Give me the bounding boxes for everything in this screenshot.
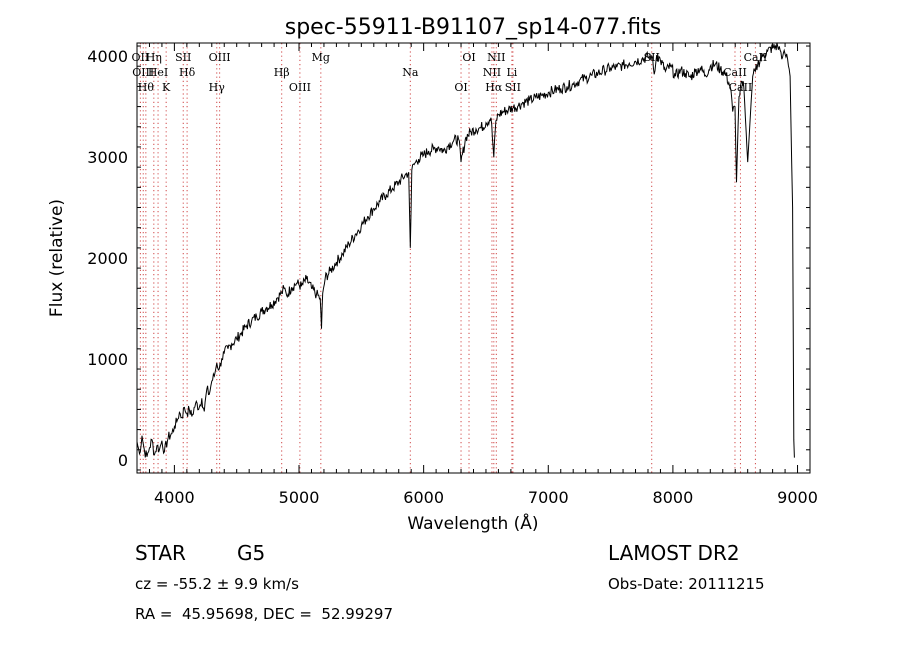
y-axis-label: Flux (relative) [47, 199, 67, 317]
x-tick-label: 8000 [653, 488, 694, 507]
spectral-line-label: Hβ [274, 66, 290, 79]
spectral-line-label: CaII [723, 66, 747, 79]
spectral-line-label: OIII [209, 51, 231, 64]
spectral-line-markers [139, 43, 756, 473]
spectral-line-label: OI [462, 51, 475, 64]
object-class: STAR [135, 541, 186, 565]
spectral-line-label: K [162, 81, 171, 94]
spectral-line-label: Mg [312, 51, 330, 64]
object-subclass: G5 [237, 541, 266, 565]
x-axis-label: Wavelength (Å) [407, 512, 538, 534]
spectral-line-label: OI [454, 81, 467, 94]
y-tick-label: 0 [118, 451, 128, 470]
chart-title: spec-55911-B91107_sp14-077.fits [285, 15, 662, 40]
sky-coordinates: RA = 45.95698, DEC = 52.99297 [135, 605, 394, 623]
spectrum-series-line [136, 42, 795, 458]
y-tick-label: 3000 [87, 148, 128, 167]
redshift-velocity: cz = -55.2 ± 9.9 km/s [135, 575, 299, 593]
x-tick-label: 7000 [528, 488, 569, 507]
spectral-line-label: HeI [148, 66, 168, 79]
spectral-line-label: Hη [146, 51, 162, 64]
y-axis-ticks: 0 1000 2000 3000 4000 [87, 45, 810, 471]
spectral-line-label: SII [175, 51, 191, 64]
spectral-line-label: Hγ [209, 81, 226, 94]
spectral-line-label: Na [402, 66, 419, 79]
spectral-line-label: SII [505, 81, 521, 94]
y-tick-label: 2000 [87, 249, 128, 268]
spectral-line-label: Hα [485, 81, 503, 94]
x-tick-label: 5000 [279, 488, 320, 507]
spectral-line-label: Hδ [179, 66, 196, 79]
survey-name: LAMOST DR2 [608, 541, 740, 565]
spectral-line-label: CaII [744, 51, 768, 64]
plot-frame [136, 42, 811, 474]
spectral-line-label: OII [132, 51, 150, 64]
observation-date: Obs-Date: 20111215 [608, 575, 765, 593]
spectral-line-labels: OII OIII Hθ Hη HeI K SII Hδ Hγ OIII Hβ OIII Mg Na OI OI… [132, 51, 768, 94]
x-tick-label: 4000 [154, 488, 195, 507]
x-axis-ticks: 4000 5000 6000 7000 8000 9000 [136, 43, 818, 507]
x-tick-label: 6000 [403, 488, 444, 507]
spectral-line-label: Li [506, 66, 517, 79]
y-tick-label: 1000 [87, 350, 128, 369]
spectral-line-label: Hθ [138, 81, 155, 94]
spectral-line-label: NII [483, 66, 501, 79]
spectral-line-label: NII [487, 51, 505, 64]
spectral-line-label: OIII [132, 66, 154, 79]
x-tick-label: 9000 [777, 488, 818, 507]
y-tick-label: 4000 [87, 47, 128, 66]
spectral-line-label: OIII [289, 81, 311, 94]
